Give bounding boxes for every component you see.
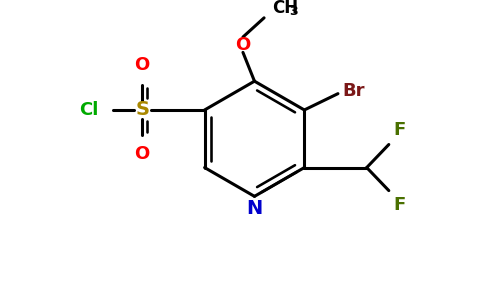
Text: F: F [393, 196, 406, 214]
Text: 3: 3 [289, 4, 298, 18]
Text: O: O [135, 146, 150, 164]
Text: O: O [135, 56, 150, 74]
Text: F: F [393, 121, 406, 139]
Text: CH: CH [272, 0, 298, 17]
Text: N: N [246, 199, 263, 218]
Text: Cl: Cl [79, 101, 98, 119]
Text: S: S [135, 100, 149, 119]
Text: Br: Br [343, 82, 365, 100]
Text: O: O [235, 36, 251, 54]
